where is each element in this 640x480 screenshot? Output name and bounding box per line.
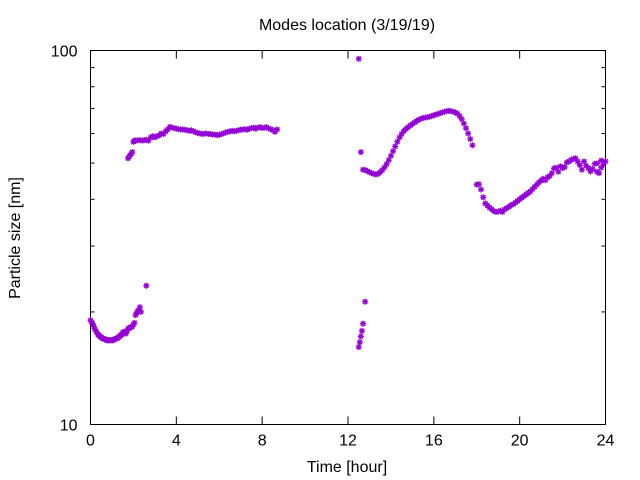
data-point: [593, 160, 600, 167]
data-point: [495, 208, 502, 215]
data-point: [576, 162, 583, 169]
data-point: [355, 344, 362, 351]
y-axis-label: Particle size [nm]: [7, 177, 24, 299]
data-point: [465, 130, 472, 137]
data-point: [581, 158, 588, 165]
data-point: [358, 327, 365, 334]
data-point: [578, 166, 585, 173]
x-tick-label: 16: [425, 433, 443, 450]
data-point: [387, 152, 394, 159]
data-point: [456, 113, 463, 120]
y-tick-label: 100: [51, 44, 78, 61]
data-point: [480, 194, 487, 201]
data-point: [274, 126, 281, 133]
x-tick-label: 8: [258, 433, 267, 450]
y-tick-labels: 10 100: [51, 44, 78, 435]
axis-ticks: [90, 50, 606, 425]
chart-title: Modes location (3/19/19): [259, 17, 435, 34]
data-point: [136, 304, 143, 311]
data-point: [357, 333, 364, 340]
data-point: [596, 170, 603, 177]
data-point: [458, 116, 465, 123]
data-point: [598, 157, 605, 164]
data-point: [143, 282, 150, 289]
data-point: [469, 142, 476, 149]
data-point: [555, 168, 562, 175]
data-point: [475, 181, 482, 188]
data-point: [355, 55, 362, 62]
data-point: [129, 149, 136, 156]
data-point: [467, 135, 474, 142]
data-point: [478, 186, 485, 193]
data-point: [390, 148, 397, 155]
x-tick-label: 20: [511, 433, 529, 450]
x-tick-label: 12: [339, 433, 357, 450]
data-point: [357, 149, 364, 156]
data-point: [360, 320, 367, 327]
data-point: [362, 298, 369, 305]
data-point: [548, 170, 555, 177]
plot-frame: [90, 50, 606, 425]
data-point: [137, 308, 144, 315]
data-point: [145, 137, 152, 144]
data-point: [131, 319, 138, 326]
data-point: [463, 125, 470, 132]
data-point: [602, 158, 609, 165]
data-points: [87, 55, 609, 351]
data-point: [356, 339, 363, 346]
data-point: [589, 166, 596, 173]
x-tick-label: 4: [172, 433, 181, 450]
data-point: [572, 155, 579, 162]
x-tick-label: 0: [86, 433, 95, 450]
x-tick-labels: 0 4 8 12 16 20 24: [86, 433, 614, 450]
x-axis-label: Time [hour]: [307, 459, 387, 476]
data-point: [385, 157, 392, 164]
data-point: [574, 158, 581, 165]
data-point: [460, 120, 467, 127]
y-tick-label: 10: [60, 418, 78, 435]
data-point: [392, 143, 399, 150]
x-tick-label: 24: [597, 433, 615, 450]
data-point: [561, 164, 568, 171]
